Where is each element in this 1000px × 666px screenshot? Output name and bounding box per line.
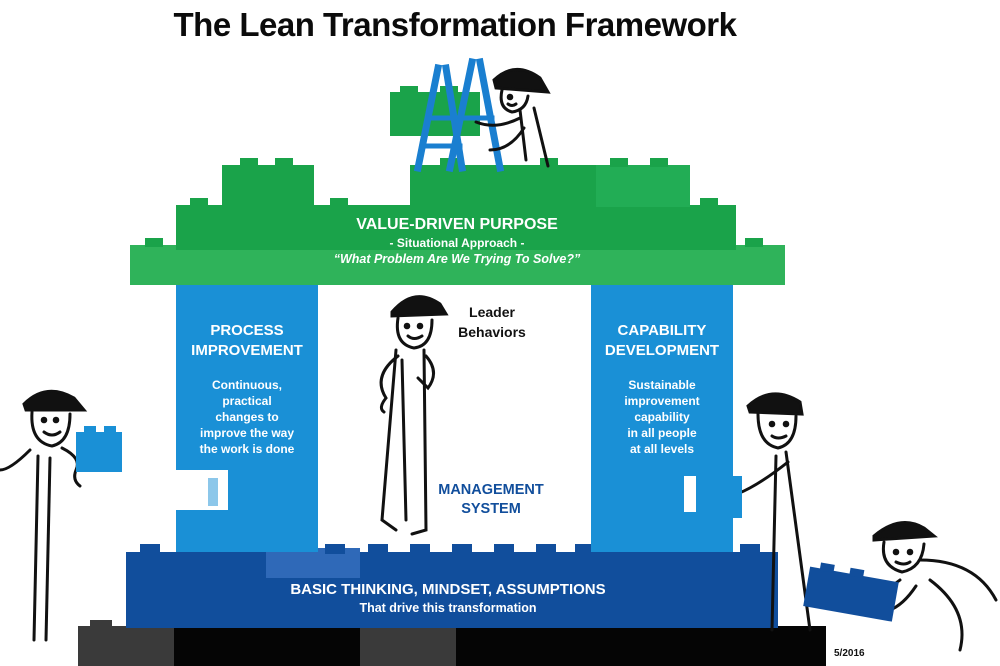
blue-brick-left [76, 426, 122, 472]
right-pillar-body-5: at all levels [630, 442, 694, 456]
date-stamp: 5/2016 [834, 648, 865, 659]
roof-line2: “What Problem Are We Trying To Solve?” [334, 252, 581, 266]
left-pillar-body-5: the work is done [200, 442, 295, 456]
right-pillar-heading-1: CAPABILITY [618, 322, 707, 339]
page-title: The Lean Transformation Framework [173, 6, 737, 43]
left-pillar-body-1: Continuous, [212, 378, 282, 392]
roof-line1: - Situational Approach - [390, 236, 525, 250]
base-heading: BASIC THINKING, MINDSET, ASSUMPTIONS [290, 581, 605, 598]
climbing-worker [474, 68, 551, 168]
mgmt-label-1: MANAGEMENT [438, 482, 544, 498]
leader-figure [379, 295, 449, 536]
leader-label-2: Behaviors [458, 324, 526, 340]
left-pillar [176, 282, 318, 552]
right-pillar-heading-2: DEVELOPMENT [605, 342, 719, 359]
left-worker [0, 389, 88, 642]
left-pillar-body-4: improve the way [200, 426, 294, 440]
left-pillar-heading-2: IMPROVEMENT [191, 342, 303, 359]
right-pillar-body-4: in all people [627, 426, 697, 440]
mgmt-label-2: SYSTEM [461, 501, 521, 517]
navy-brick-crouching [803, 562, 899, 622]
leader-label-1: Leader [469, 304, 515, 320]
right-pillar-body-3: capability [634, 410, 690, 424]
left-pillar-heading-1: PROCESS [210, 322, 283, 339]
foundation-block [126, 544, 778, 628]
right-pillar-body-1: Sustainable [628, 378, 696, 392]
base-subtext: That drive this transformation [359, 601, 536, 615]
ladder [413, 57, 505, 173]
roof-heading: VALUE-DRIVEN PURPOSE [356, 216, 558, 233]
right-pillar [591, 282, 733, 552]
blue-brick-right [712, 476, 742, 518]
left-pillar-body-3: changes to [215, 410, 278, 424]
right-pillar-body-2: improvement [624, 394, 699, 408]
roof-block [130, 158, 785, 285]
left-pillar-body-2: practical [222, 394, 271, 408]
